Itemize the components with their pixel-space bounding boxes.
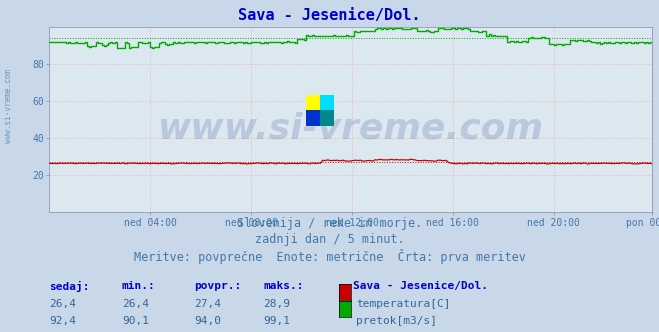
Text: maks.:: maks.: bbox=[264, 281, 304, 290]
Text: pretok[m3/s]: pretok[m3/s] bbox=[356, 316, 437, 326]
Text: povpr.:: povpr.: bbox=[194, 281, 242, 290]
Text: www.si-vreme.com: www.si-vreme.com bbox=[4, 69, 13, 143]
Text: Slovenija / reke in morje.: Slovenija / reke in morje. bbox=[237, 217, 422, 230]
Text: 94,0: 94,0 bbox=[194, 316, 221, 326]
Text: zadnji dan / 5 minut.: zadnji dan / 5 minut. bbox=[254, 233, 405, 246]
Text: 90,1: 90,1 bbox=[122, 316, 149, 326]
Text: Meritve: povprečne  Enote: metrične  Črta: prva meritev: Meritve: povprečne Enote: metrične Črta:… bbox=[134, 249, 525, 264]
Text: min.:: min.: bbox=[122, 281, 156, 290]
Text: 26,4: 26,4 bbox=[122, 299, 149, 309]
Text: 92,4: 92,4 bbox=[49, 316, 76, 326]
Text: sedaj:: sedaj: bbox=[49, 281, 90, 291]
Text: temperatura[C]: temperatura[C] bbox=[356, 299, 450, 309]
Bar bbox=[306, 95, 320, 110]
Text: 27,4: 27,4 bbox=[194, 299, 221, 309]
Bar bbox=[306, 110, 320, 126]
Bar bbox=[320, 110, 334, 126]
Text: Sava - Jesenice/Dol.: Sava - Jesenice/Dol. bbox=[239, 8, 420, 23]
Text: 26,4: 26,4 bbox=[49, 299, 76, 309]
Text: Sava - Jesenice/Dol.: Sava - Jesenice/Dol. bbox=[353, 281, 488, 290]
Text: www.si-vreme.com: www.si-vreme.com bbox=[158, 112, 544, 146]
Text: 28,9: 28,9 bbox=[264, 299, 291, 309]
Text: 99,1: 99,1 bbox=[264, 316, 291, 326]
Bar bbox=[320, 95, 334, 110]
